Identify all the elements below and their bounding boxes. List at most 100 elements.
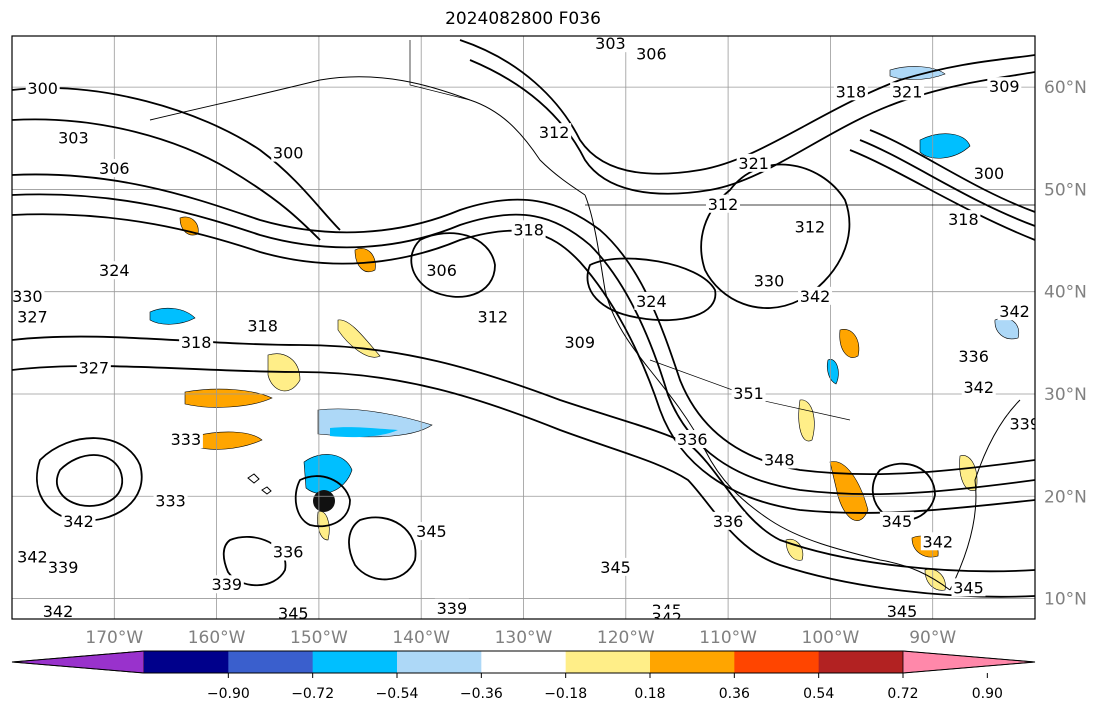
contour-label: 330 xyxy=(754,271,785,290)
contour-label: 330 xyxy=(12,287,43,306)
contour-label: 342 xyxy=(651,609,682,628)
contour-label-bg xyxy=(731,383,766,402)
contour-label-bg xyxy=(56,128,91,147)
longitude-label: 140°W xyxy=(392,628,450,648)
contour-label-bg xyxy=(951,578,986,597)
contour-label: 345 xyxy=(600,558,631,577)
contour-label: 327 xyxy=(79,358,110,377)
contour-label: 333 xyxy=(171,430,202,449)
colorbar-swatch xyxy=(397,651,482,673)
contour-label-bg xyxy=(987,77,1022,96)
contour-line xyxy=(222,535,287,587)
contour-label: 324 xyxy=(99,261,130,280)
contour-label-bg xyxy=(1007,414,1035,433)
colorbar-tick-label: 0.36 xyxy=(719,686,750,702)
contour-label-bg xyxy=(414,522,449,541)
contour-label: 336 xyxy=(713,512,744,531)
latitude-label: 20°N xyxy=(1044,487,1087,507)
shade-negative-region xyxy=(149,307,196,325)
colorbar-tick-label: 0.72 xyxy=(887,686,918,702)
contour-label-bg xyxy=(97,158,132,177)
contour-label-bg xyxy=(833,82,868,101)
contour-label-bg xyxy=(879,511,914,530)
contour-label: 306 xyxy=(426,261,457,280)
contour-line xyxy=(36,437,143,522)
contour-label: 339 xyxy=(48,558,79,577)
colorbar-swatch xyxy=(650,651,735,673)
contour-line xyxy=(410,232,496,298)
longitude-label: 100°W xyxy=(802,628,860,648)
colorbar-tick-label: −0.90 xyxy=(207,686,250,702)
contour-label: 345 xyxy=(882,512,913,531)
contour-label: 312 xyxy=(478,307,509,326)
contour-label: 318 xyxy=(181,333,212,352)
contour-label-bg xyxy=(798,286,833,305)
colorbar-tick-labels: −0.90 −0.72 −0.54 −0.36 −0.18 0.18 0.36 0.54 0.7… xyxy=(207,673,1003,702)
contour-line xyxy=(586,257,717,322)
colorbar-swatch xyxy=(818,651,904,673)
contour-label-bg xyxy=(276,603,311,619)
contour-label: 345 xyxy=(887,602,918,621)
contour-label: 333 xyxy=(155,491,186,510)
contour-label-bg xyxy=(649,609,684,619)
contour-label: 336 xyxy=(958,347,989,366)
contour-label-bg xyxy=(997,302,1032,321)
contour-label-bg xyxy=(920,532,955,551)
shade-negative-region xyxy=(889,66,946,80)
shade-positive-region xyxy=(785,538,804,561)
contour-label-bg xyxy=(434,598,469,617)
contour-label: 306 xyxy=(99,159,130,178)
contour-label: 339 xyxy=(212,575,243,594)
contour-line xyxy=(12,335,1035,573)
contour-line xyxy=(859,139,1035,227)
contour-label-bg xyxy=(961,377,996,396)
contour-label-bg xyxy=(956,347,991,366)
latitude-label: 50°N xyxy=(1044,180,1087,200)
colorbar-swatch xyxy=(565,651,651,673)
contour-label-bg xyxy=(634,291,669,310)
contour-line xyxy=(849,149,1035,241)
contour-label-bg xyxy=(736,153,771,172)
contour-label: 336 xyxy=(273,543,304,562)
contour-label: 342 xyxy=(963,378,994,397)
contour-label: 324 xyxy=(636,292,667,311)
contour-label-bg xyxy=(890,82,925,101)
contour-label: 312 xyxy=(708,195,739,214)
contour-line xyxy=(12,173,1035,476)
longitude-label: 170°W xyxy=(85,628,143,648)
contour-label-bg xyxy=(562,332,597,351)
longitude-labels: 170°W 160°W 150°W 140°W 130°W 120°W 110°W 100°W… xyxy=(85,628,956,648)
contour-label-bg xyxy=(153,491,188,510)
contour-line xyxy=(871,462,936,522)
contour-line xyxy=(12,87,341,231)
shade-positive-region xyxy=(337,319,381,358)
contour-label-bg xyxy=(424,261,459,280)
contour-label: 318 xyxy=(836,82,867,101)
contour-label: 342 xyxy=(999,302,1030,321)
contour-label: 312 xyxy=(795,217,826,236)
longitude-label: 90°W xyxy=(909,628,956,648)
contour-label-bg xyxy=(971,164,1006,183)
contour-label-bg xyxy=(97,261,132,280)
latitude-label: 40°N xyxy=(1044,283,1087,303)
contour-label-bg xyxy=(271,542,306,561)
contour-label: 342 xyxy=(63,512,94,531)
coastline-alaska xyxy=(149,76,586,196)
contour-label-bg xyxy=(15,307,50,326)
contour-line xyxy=(348,516,417,581)
colorbar-swatch xyxy=(228,651,314,673)
graticule xyxy=(12,36,1035,619)
shade-positive-region xyxy=(829,461,869,521)
shade-positive-region xyxy=(194,431,263,450)
contour-label-bg xyxy=(179,332,214,351)
map-title: 2024082800 F036 xyxy=(445,9,601,29)
contour-label-bg xyxy=(792,217,827,236)
contour-label: 309 xyxy=(989,77,1020,96)
colorbar-outline xyxy=(11,650,1036,674)
latitude-label: 60°N xyxy=(1044,78,1087,98)
contour-label: 345 xyxy=(953,578,984,597)
contour-label-bg xyxy=(12,286,45,305)
contour-label: 342 xyxy=(17,548,48,567)
contour-label-bg xyxy=(511,220,546,239)
